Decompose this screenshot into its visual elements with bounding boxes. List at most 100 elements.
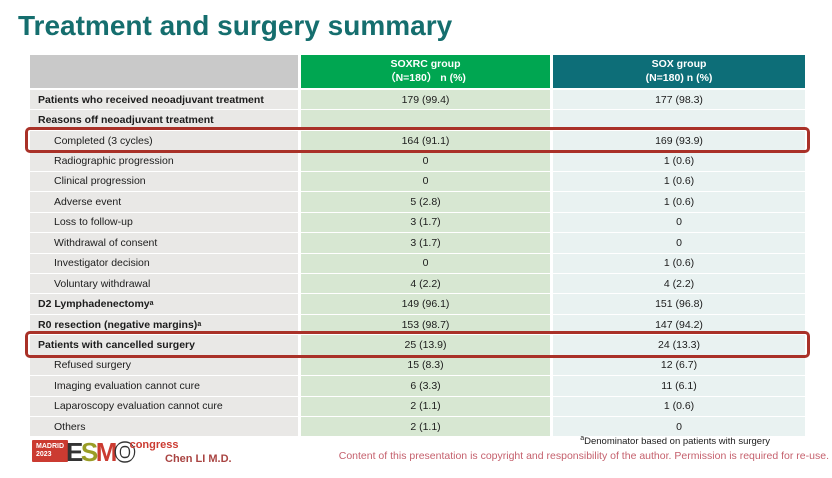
header-cell-empty <box>30 55 298 88</box>
author-name: Chen LI M.D. <box>165 453 232 465</box>
row-label: Clinical progression <box>54 175 146 188</box>
badge-year: 2023 <box>36 450 52 458</box>
row-label-cell: Patients who received neoadjuvant treatm… <box>30 90 298 111</box>
row-label: Patients who received neoadjuvant treatm… <box>38 93 264 106</box>
row-label-cell: Laparoscopy evaluation cannot cure <box>30 396 298 417</box>
soxrc-group-name: SOXRC group <box>390 58 461 71</box>
soxrc-value-cell: 2 (1.1) <box>301 417 550 438</box>
row-label-cell: Clinical progression <box>30 171 298 193</box>
row-label-cell: Completed (3 cycles) <box>30 130 298 152</box>
row-label-cell: Others <box>30 417 298 438</box>
soxrc-value-cell: 3 (1.7) <box>301 212 550 234</box>
table-footnote: aDenominator based on patients with surg… <box>580 435 770 447</box>
soxrc-value-cell: 153 (98.7) <box>301 314 550 336</box>
sox-value-cell: 0 <box>553 417 805 438</box>
sox-value-cell: 151 (96.8) <box>553 294 805 315</box>
row-label-cell: Patients with cancelled surgery <box>30 335 298 356</box>
slide-title: Treatment and surgery summary <box>18 10 453 41</box>
row-label-cell: Voluntary withdrawal <box>30 273 298 295</box>
row-label: Loss to follow-up <box>54 216 133 229</box>
footnote-text: Denominator based on patients with surge… <box>584 436 770 448</box>
esmo-letter-o: O <box>114 437 135 467</box>
row-label: Refused surgery <box>54 359 132 372</box>
table-row: Completed (3 cycles) 164 (91.1) 169 (93.… <box>25 126 810 154</box>
row-label-cell: Refused surgery <box>30 355 298 377</box>
congress-label: congress <box>129 439 179 451</box>
sox-value-cell: 1 (0.6) <box>553 253 805 274</box>
sox-group-name: SOX group <box>651 58 707 71</box>
table-row: D2 Lymphadenectomy a 149 (96.1) 151 (96.8… <box>30 294 805 315</box>
esmo-letter-s: S <box>80 437 98 467</box>
row-label: Others <box>54 420 86 433</box>
soxrc-value-cell: 179 (99.4) <box>301 90 550 111</box>
row-label: R0 resection (negative margins) <box>38 318 198 331</box>
sox-value-cell: 1 (0.6) <box>553 192 805 213</box>
sox-value-cell: 177 (98.3) <box>553 90 805 111</box>
row-label: Adverse event <box>54 195 122 208</box>
sox-value-cell: 4 (2.2) <box>553 273 805 295</box>
soxrc-value-cell: 0 <box>301 151 550 172</box>
table-row: Adverse event 5 (2.8) 1 (0.6) <box>30 192 805 213</box>
sox-value-cell <box>553 110 805 131</box>
row-label: Voluntary withdrawal <box>54 277 151 290</box>
table-row: Laparoscopy evaluation cannot cure 2 (1.… <box>30 396 805 417</box>
copyright-notice: Content of this presentation is copyrigh… <box>338 450 829 462</box>
table-body: Patients who received neoadjuvant treatm… <box>25 90 810 438</box>
soxrc-value-cell: 0 <box>301 253 550 274</box>
esmo-wordmark: ESMO <box>66 437 135 467</box>
table-row: Loss to follow-up 3 (1.7) 0 <box>30 212 805 234</box>
soxrc-value-cell: 25 (13.9) <box>301 335 550 356</box>
madrid-2023-badge: MADRID 2023 <box>32 439 68 462</box>
table-row: Investigator decision 0 1 (0.6) <box>30 253 805 274</box>
table-row: Patients who received neoadjuvant treatm… <box>30 90 805 111</box>
row-label: Completed (3 cycles) <box>54 134 153 147</box>
table-row: Reasons off neoadjuvant treatment <box>30 110 805 131</box>
row-label: Withdrawal of consent <box>54 236 158 249</box>
table-header-row: SOXRC group （N=180） n (%) SOX group (N=1… <box>30 55 805 88</box>
soxrc-value-cell: 5 (2.8) <box>301 192 550 213</box>
sox-value-cell: 11 (6.1) <box>553 376 805 397</box>
esmo-congress-logo: MADRID 2023 ESMO congress <box>32 439 179 465</box>
soxrc-value-cell: 4 (2.2) <box>301 273 550 295</box>
row-label-cell: R0 resection (negative margins) a <box>30 314 298 336</box>
row-label: Radiographic progression <box>54 155 174 168</box>
row-label: D2 Lymphadenectomy <box>38 298 150 311</box>
sox-value-cell: 147 (94.2) <box>553 314 805 336</box>
table-row: Imaging evaluation cannot cure 6 (3.3) 1… <box>30 376 805 397</box>
soxrc-value-cell: 6 (3.3) <box>301 376 550 397</box>
row-label: Patients with cancelled surgery <box>38 338 195 351</box>
table-row: R0 resection (negative margins) a 153 (98… <box>30 314 805 336</box>
row-label-cell: Imaging evaluation cannot cure <box>30 376 298 397</box>
sox-group-n: (N=180) n (%) <box>645 71 713 84</box>
row-label-cell: Withdrawal of consent <box>30 233 298 254</box>
table-row: Voluntary withdrawal 4 (2.2) 4 (2.2) <box>30 273 805 295</box>
sox-value-cell: 1 (0.6) <box>553 171 805 193</box>
row-label: Imaging evaluation cannot cure <box>54 379 200 392</box>
row-label-cell: Radiographic progression <box>30 151 298 172</box>
table-row: Patients with cancelled surgery 25 (13.9… <box>25 331 810 359</box>
sox-value-cell: 169 (93.9) <box>553 130 805 152</box>
footnote-superscript: a <box>580 435 585 442</box>
sox-value-cell: 1 (0.6) <box>553 151 805 172</box>
soxrc-group-n: （N=180） n (%) <box>385 71 466 84</box>
soxrc-value-cell: 164 (91.1) <box>301 130 550 152</box>
sox-value-cell: 0 <box>553 212 805 234</box>
row-label-cell: Reasons off neoadjuvant treatment <box>30 110 298 131</box>
esmo-letter-m: M <box>95 437 118 467</box>
soxrc-value-cell <box>301 110 550 131</box>
table-row: Clinical progression 0 1 (0.6) <box>30 171 805 193</box>
table-row: Radiographic progression 0 1 (0.6) <box>30 151 805 172</box>
row-label-cell: Loss to follow-up <box>30 212 298 234</box>
table-row: Refused surgery 15 (8.3) 12 (6.7) <box>30 355 805 377</box>
soxrc-value-cell: 0 <box>301 171 550 193</box>
esmo-letter-e: E <box>66 437 83 467</box>
badge-city: MADRID <box>36 442 64 450</box>
summary-table: SOXRC group （N=180） n (%) SOX group (N=1… <box>25 55 810 438</box>
table-row: Withdrawal of consent 3 (1.7) 0 <box>30 233 805 254</box>
row-label: Reasons off neoadjuvant treatment <box>38 114 214 127</box>
row-label: Laparoscopy evaluation cannot cure <box>54 400 223 413</box>
row-label-cell: D2 Lymphadenectomy a <box>30 294 298 315</box>
sox-value-cell: 12 (6.7) <box>553 355 805 377</box>
table-row: Others 2 (1.1) 0 <box>30 417 805 438</box>
